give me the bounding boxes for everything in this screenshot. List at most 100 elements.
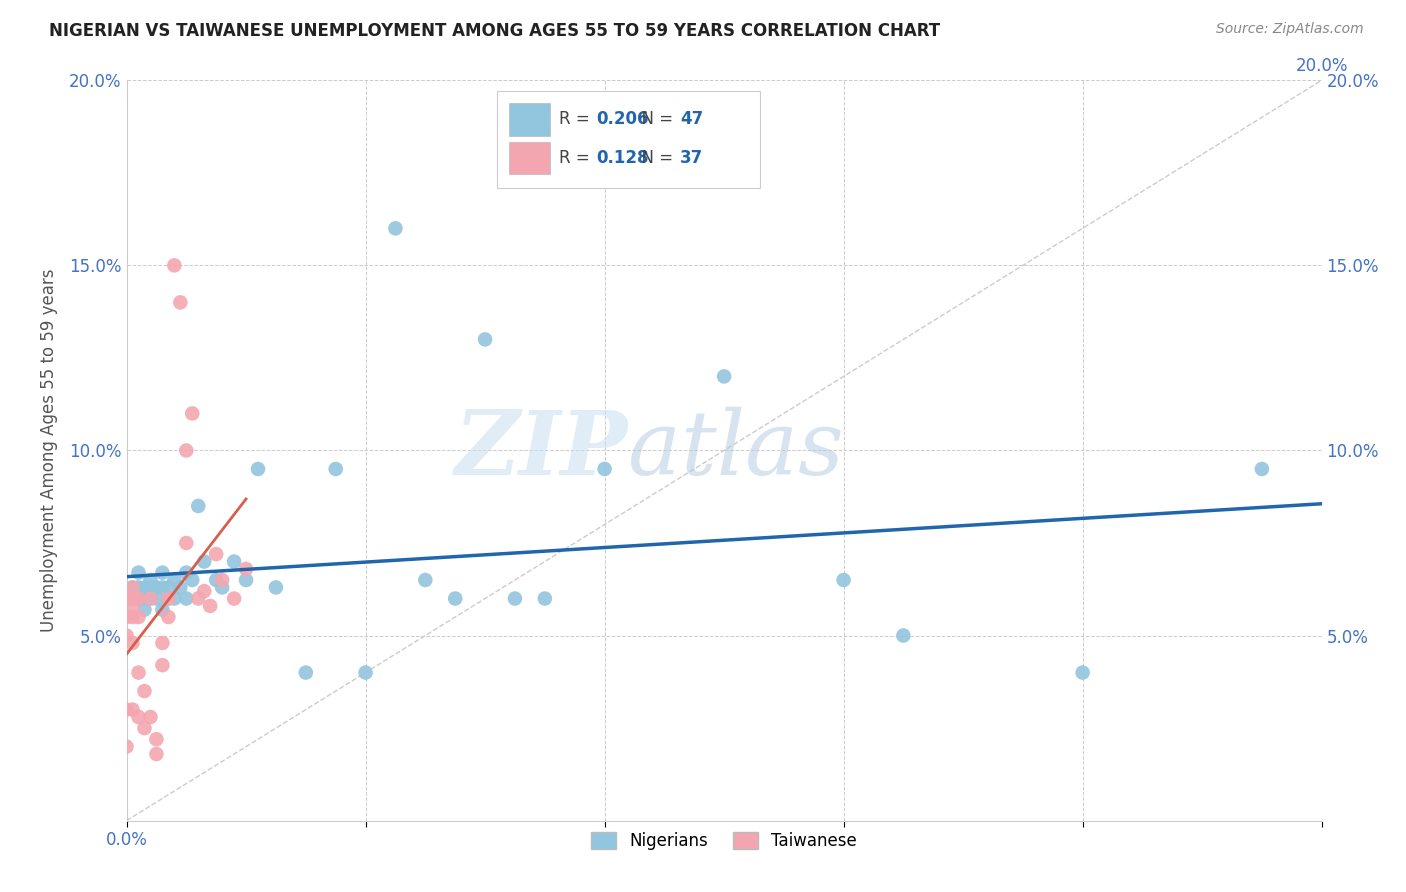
Point — [1251, 462, 1274, 476]
Point — [174, 566, 197, 580]
Point — [139, 591, 162, 606]
Point — [115, 610, 138, 624]
Point — [121, 610, 143, 624]
Point — [174, 443, 197, 458]
Point — [222, 554, 246, 569]
FancyBboxPatch shape — [509, 103, 550, 136]
Text: 37: 37 — [681, 149, 703, 167]
Point — [593, 462, 616, 476]
Point — [139, 581, 162, 595]
Point — [211, 573, 233, 587]
Text: 47: 47 — [681, 110, 703, 128]
Point — [200, 599, 222, 613]
Point — [127, 566, 149, 580]
Point — [193, 554, 215, 569]
Point — [115, 703, 138, 717]
Point — [444, 591, 467, 606]
Point — [169, 581, 191, 595]
Point — [121, 591, 143, 606]
Y-axis label: Unemployment Among Ages 55 to 59 years: Unemployment Among Ages 55 to 59 years — [39, 268, 58, 632]
Point — [474, 332, 496, 346]
Point — [163, 591, 186, 606]
Point — [121, 591, 143, 606]
Point — [163, 573, 186, 587]
Point — [152, 658, 174, 673]
Text: R =: R = — [560, 110, 595, 128]
Point — [121, 703, 143, 717]
Point — [134, 684, 156, 698]
Text: N =: N = — [631, 110, 678, 128]
Point — [115, 739, 138, 754]
Point — [325, 462, 347, 476]
Text: Source: ZipAtlas.com: Source: ZipAtlas.com — [1216, 22, 1364, 37]
Point — [139, 573, 162, 587]
Point — [152, 581, 174, 595]
Point — [163, 259, 186, 273]
Point — [121, 636, 143, 650]
Point — [127, 591, 149, 606]
Point — [169, 295, 191, 310]
Point — [152, 636, 174, 650]
Point — [127, 591, 149, 606]
Point — [222, 591, 246, 606]
Text: 0.206: 0.206 — [596, 110, 648, 128]
Point — [152, 602, 174, 616]
Point — [157, 591, 180, 606]
Point — [247, 462, 270, 476]
Point — [205, 547, 228, 561]
Text: 0.128: 0.128 — [596, 149, 648, 167]
Point — [152, 566, 174, 580]
Point — [713, 369, 735, 384]
Point — [534, 591, 557, 606]
Point — [157, 610, 180, 624]
Point — [145, 747, 167, 761]
Point — [832, 573, 855, 587]
Point — [211, 581, 233, 595]
Point — [134, 721, 156, 735]
Point — [139, 710, 162, 724]
Text: ZIP: ZIP — [456, 408, 628, 493]
Point — [503, 591, 526, 606]
Point — [145, 581, 167, 595]
Point — [115, 628, 138, 642]
Point — [181, 573, 204, 587]
Point — [134, 591, 156, 606]
Point — [174, 536, 197, 550]
Point — [127, 581, 149, 595]
Point — [174, 591, 197, 606]
Point — [294, 665, 316, 680]
Point — [134, 581, 156, 595]
Point — [121, 599, 143, 613]
Point — [121, 581, 143, 595]
Point — [187, 591, 209, 606]
Point — [181, 407, 204, 421]
Text: N =: N = — [631, 149, 678, 167]
Point — [235, 573, 257, 587]
Point — [205, 573, 228, 587]
Point — [187, 499, 209, 513]
Point — [139, 591, 162, 606]
Text: NIGERIAN VS TAIWANESE UNEMPLOYMENT AMONG AGES 55 TO 59 YEARS CORRELATION CHART: NIGERIAN VS TAIWANESE UNEMPLOYMENT AMONG… — [49, 22, 941, 40]
Point — [193, 584, 215, 599]
Point — [157, 591, 180, 606]
Legend: Nigerians, Taiwanese: Nigerians, Taiwanese — [585, 825, 863, 856]
Point — [893, 628, 915, 642]
Text: atlas: atlas — [628, 407, 844, 494]
Point — [1071, 665, 1094, 680]
Point — [264, 581, 287, 595]
Point — [157, 581, 180, 595]
Point — [235, 562, 257, 576]
Point — [354, 665, 377, 680]
Point — [415, 573, 437, 587]
Point — [127, 710, 149, 724]
Point — [127, 610, 149, 624]
Text: R =: R = — [560, 149, 595, 167]
FancyBboxPatch shape — [509, 142, 550, 174]
Point — [145, 591, 167, 606]
Point — [145, 732, 167, 747]
Point — [384, 221, 406, 235]
FancyBboxPatch shape — [498, 91, 759, 187]
Point — [134, 602, 156, 616]
Point — [127, 665, 149, 680]
Point — [115, 591, 138, 606]
